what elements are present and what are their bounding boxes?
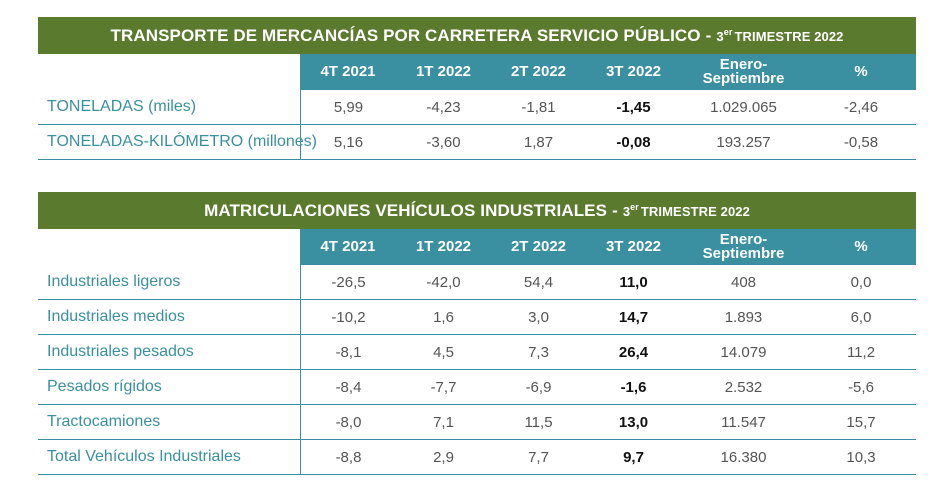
- registrations-table: MATRICULACIONES VEHÍCULOS INDUSTRIALES -…: [38, 192, 916, 475]
- cell-value: -8,8: [300, 440, 396, 474]
- cell-value: 7,3: [528, 343, 549, 361]
- cell-value: 1.029.065: [710, 98, 777, 116]
- column-header: 1T 2022: [415, 63, 472, 80]
- title-period: 3er TRIMESTRE 2022: [623, 202, 750, 219]
- cell-value: 2.532: [724, 378, 763, 396]
- cell-value: 3,0: [528, 308, 549, 326]
- row-label: Pesados rígidos: [47, 378, 162, 395]
- column-header: 1T 2022: [415, 238, 472, 255]
- cell-value: -8,0: [300, 405, 396, 439]
- period-text: TRIMESTRE 2022: [734, 29, 844, 44]
- table-row: Pesados rígidos -8,4 -7,7 -6,9 -1,6 2.53…: [38, 370, 916, 405]
- column-header: %: [854, 63, 868, 80]
- cell-value: 10,3: [846, 448, 876, 466]
- period-number: 3: [716, 29, 724, 44]
- cell-value: 2,9: [433, 448, 454, 466]
- cell-value: -2,46: [843, 98, 879, 116]
- cell-value: 7,7: [528, 448, 549, 466]
- cell-value: 4,5: [433, 343, 454, 361]
- period-number: 3: [622, 204, 631, 219]
- cell-value: -7,7: [430, 378, 457, 396]
- table-row: Industriales medios -10,2 1,6 3,0 14,7 1…: [38, 300, 916, 335]
- cell-value-current: 9,7: [623, 448, 644, 466]
- cell-value: -5,6: [848, 378, 874, 396]
- row-label: Industriales pesados: [47, 343, 194, 360]
- cell-value: 11.547: [721, 413, 766, 431]
- cell-value: -6,9: [525, 378, 552, 396]
- cell-value: -1,81: [521, 98, 556, 116]
- column-header: 4T 2021: [320, 238, 376, 255]
- cell-value-current: 11,0: [619, 273, 648, 291]
- cell-value: 6,0: [850, 308, 872, 326]
- cell-value: -8,1: [300, 335, 396, 369]
- cell-value: 0,0: [850, 273, 872, 291]
- table-row: TONELADAS-KILÓMETRO (millones) 5,16 -3,6…: [38, 125, 916, 160]
- cell-value: -26,5: [300, 265, 396, 299]
- period-ordinal: er: [630, 202, 639, 212]
- column-header: 4T 2021: [320, 63, 376, 80]
- header-blank: [38, 229, 300, 265]
- cell-value: 11,5: [524, 413, 553, 431]
- cell-value: 193.257: [716, 133, 771, 151]
- cell-value-current: -0,08: [616, 133, 651, 151]
- cell-value: 11,2: [846, 343, 876, 361]
- row-label: TONELADAS-KILÓMETRO (millones): [47, 133, 317, 150]
- title-separator: -: [705, 25, 712, 45]
- column-header: 3T 2022: [605, 63, 662, 80]
- column-header-row: 4T 2021 1T 2022 2T 2022 3T 2022 Enero- S…: [38, 229, 916, 265]
- title-period: 3er TRIMESTRE 2022: [716, 27, 843, 44]
- title-separator: -: [612, 200, 618, 220]
- table-title: MATRICULACIONES VEHÍCULOS INDUSTRIALES: [204, 200, 608, 220]
- column-header: %: [854, 238, 868, 255]
- column-header: Enero- Septiembre: [702, 231, 785, 262]
- row-label: Tractocamiones: [47, 413, 161, 430]
- column-header: 3T 2022: [605, 238, 662, 255]
- cell-value: 1.893: [724, 308, 763, 326]
- column-header: Enero- Septiembre: [702, 56, 785, 87]
- cell-value-current: -1,45: [616, 98, 651, 116]
- table-row: Industriales pesados -8,1 4,5 7,3 26,4 1…: [38, 335, 916, 370]
- transport-table: TRANSPORTE DE MERCANCÍAS POR CARRETERA S…: [38, 17, 916, 160]
- period-text: TRIMESTRE 2022: [640, 204, 750, 219]
- cell-value: 1,87: [523, 133, 554, 151]
- table-row: Tractocamiones -8,0 7,1 11,5 13,0 11.547…: [38, 405, 916, 440]
- table-title-bar: TRANSPORTE DE MERCANCÍAS POR CARRETERA S…: [38, 17, 916, 54]
- cell-value: 14.079: [720, 343, 767, 361]
- row-label: Industriales ligeros: [47, 273, 181, 290]
- cell-value: 408: [730, 273, 757, 291]
- period-ordinal: er: [723, 27, 733, 37]
- table-row: Total Vehículos Industriales -8,8 2,9 7,…: [38, 440, 916, 475]
- table-row: Industriales ligeros -26,5 -42,0 54,4 11…: [38, 265, 916, 300]
- cell-value-current: -1,6: [620, 378, 647, 396]
- cell-value: 5,99: [300, 90, 396, 124]
- header-blank: [38, 54, 300, 90]
- row-label: Industriales medios: [47, 308, 185, 325]
- cell-value: -4,23: [426, 98, 461, 116]
- cell-value: -0,58: [843, 133, 879, 151]
- table-title: TRANSPORTE DE MERCANCÍAS POR CARRETERA S…: [110, 25, 701, 45]
- column-header-row: 4T 2021 1T 2022 2T 2022 3T 2022 Enero- S…: [38, 54, 916, 90]
- row-label: Total Vehículos Industriales: [47, 448, 241, 465]
- column-header: 2T 2022: [510, 63, 567, 80]
- cell-value-current: 14,7: [618, 308, 649, 326]
- row-label: TONELADAS (miles): [47, 98, 197, 115]
- cell-value: -42,0: [426, 273, 461, 291]
- cell-value: 16.380: [720, 448, 767, 466]
- cell-value-current: 26,4: [618, 343, 649, 361]
- cell-value: -10,2: [300, 300, 396, 334]
- cell-value: 15,7: [846, 413, 876, 431]
- cell-value: 5,16: [300, 125, 396, 159]
- cell-value: -3,60: [426, 133, 461, 151]
- column-header: 2T 2022: [510, 238, 567, 255]
- cell-value-current: 13,0: [618, 413, 649, 431]
- cell-value: -8,4: [300, 370, 396, 404]
- cell-value: 7,1: [433, 413, 454, 431]
- table-title-bar: MATRICULACIONES VEHÍCULOS INDUSTRIALES -…: [38, 192, 916, 229]
- table-row: TONELADAS (miles) 5,99 -4,23 -1,81 -1,45…: [38, 90, 916, 125]
- cell-value: 1,6: [433, 308, 454, 326]
- cell-value: 54,4: [523, 273, 554, 291]
